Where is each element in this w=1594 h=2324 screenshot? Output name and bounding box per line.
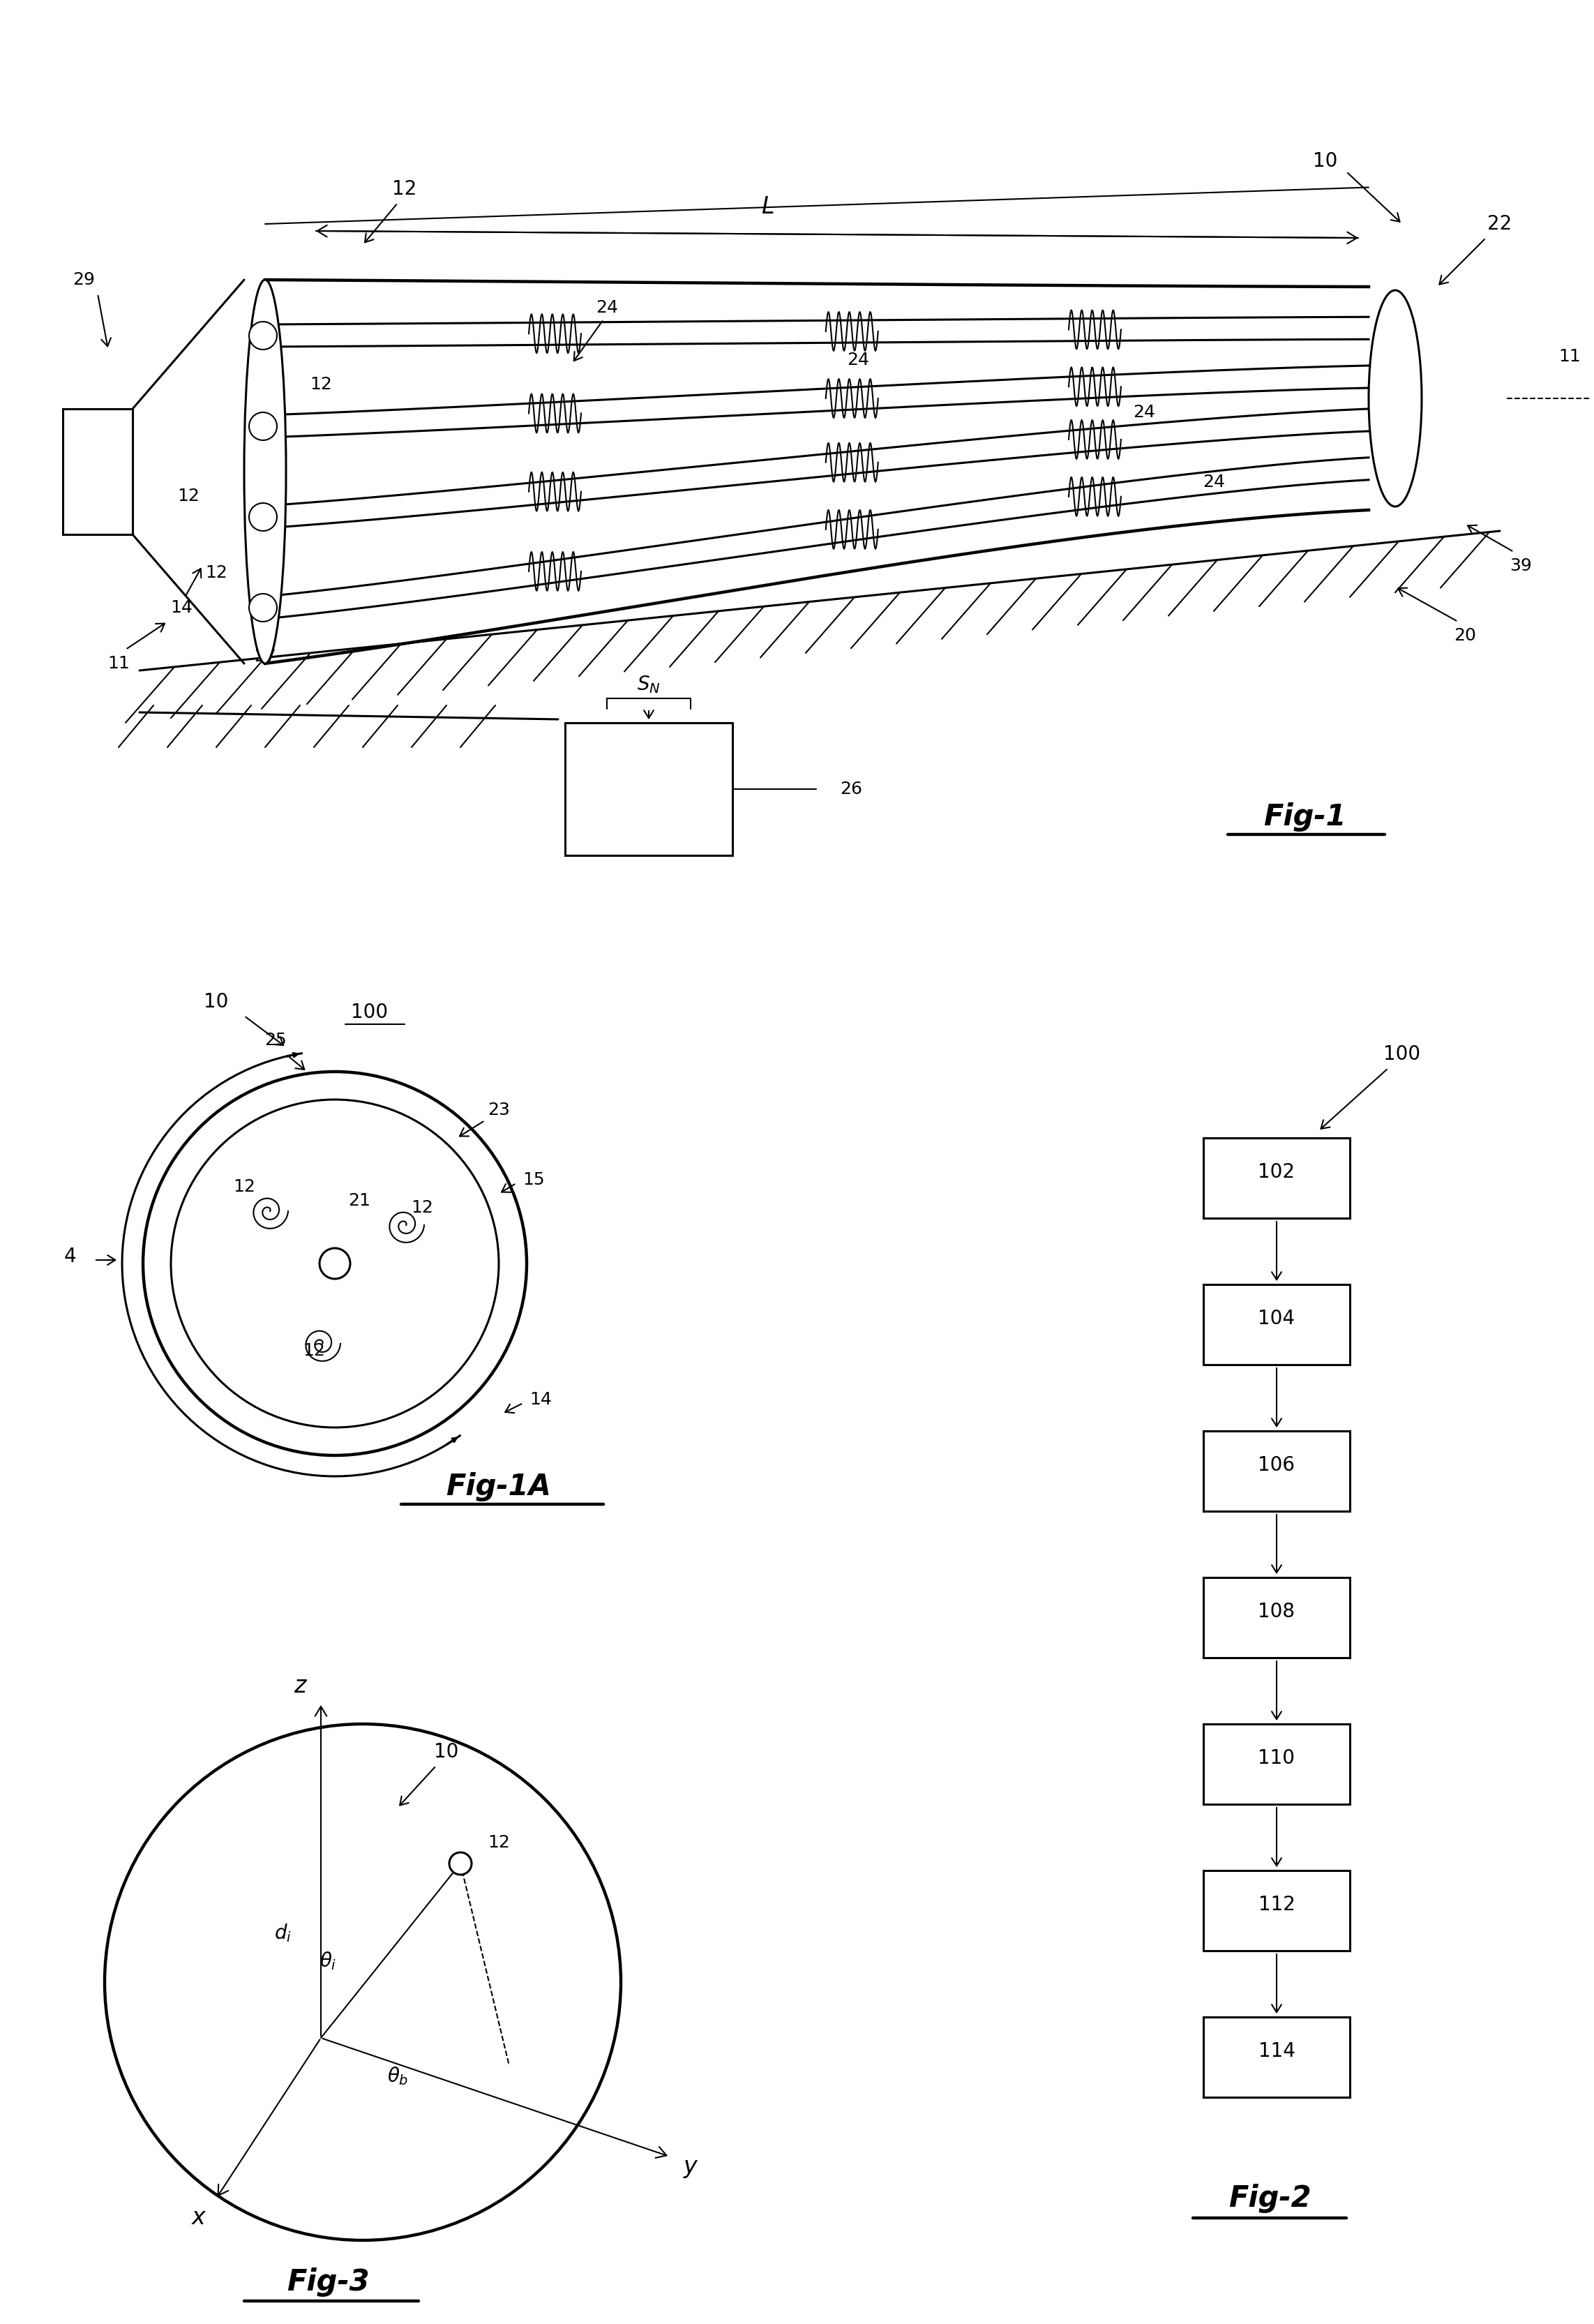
Text: 26: 26	[840, 781, 862, 797]
Bar	[1203, 1724, 1350, 1803]
Text: 10: 10	[1313, 151, 1337, 172]
Circle shape	[249, 593, 277, 621]
Text: 20: 20	[1454, 627, 1476, 644]
Text: $d_i$: $d_i$	[274, 1922, 292, 1945]
Text: 106: 106	[1258, 1455, 1294, 1476]
Text: 12: 12	[303, 1343, 325, 1360]
Text: L: L	[760, 195, 773, 218]
Text: 10: 10	[434, 1743, 459, 1762]
Text: 12: 12	[488, 1834, 510, 1850]
Text: 100: 100	[603, 734, 639, 753]
Text: 11: 11	[324, 1260, 346, 1276]
Text: 12: 12	[309, 376, 332, 393]
Text: 110: 110	[1258, 1748, 1294, 1769]
Text: C: C	[641, 811, 657, 830]
Text: 100: 100	[1384, 1043, 1420, 1064]
Text: y: y	[684, 2154, 698, 2178]
Text: 12: 12	[177, 488, 199, 504]
Circle shape	[249, 502, 277, 530]
Circle shape	[105, 1724, 620, 2240]
Text: 24: 24	[846, 351, 869, 370]
Text: Fig-2: Fig-2	[1229, 2185, 1310, 2212]
Text: 11: 11	[1559, 349, 1581, 365]
Text: 22: 22	[1487, 214, 1513, 235]
Text: 24: 24	[596, 300, 618, 316]
Text: 11: 11	[107, 655, 129, 672]
Text: 10: 10	[204, 992, 228, 1011]
Bar	[1203, 1871, 1350, 1950]
Bar	[1203, 1285, 1350, 1364]
Text: 108: 108	[1258, 1601, 1294, 1622]
Bar	[1203, 1578, 1350, 1657]
Ellipse shape	[1369, 290, 1422, 507]
Text: $\theta_b$: $\theta_b$	[387, 2066, 408, 2087]
Text: 24: 24	[1202, 474, 1224, 490]
Text: 112: 112	[1258, 1896, 1294, 1915]
Circle shape	[450, 1852, 472, 1875]
Text: 29: 29	[73, 272, 94, 288]
Circle shape	[143, 1071, 526, 1455]
Text: D: D	[89, 442, 105, 460]
Bar	[1203, 1432, 1350, 1511]
Circle shape	[249, 321, 277, 349]
Circle shape	[171, 1099, 499, 1427]
Text: 23: 23	[488, 1102, 510, 1118]
Text: Fig-1: Fig-1	[1262, 802, 1345, 832]
Text: 14: 14	[529, 1392, 552, 1408]
Bar	[1203, 2017, 1350, 2096]
Text: 12: 12	[392, 179, 418, 200]
Text: 12: 12	[206, 565, 228, 581]
Text: 102: 102	[1258, 1162, 1294, 1183]
Text: z: z	[293, 1673, 306, 1697]
Text: 104: 104	[1258, 1308, 1294, 1329]
Bar	[564, 723, 733, 855]
Text: 25: 25	[265, 1032, 287, 1048]
Text: 4: 4	[64, 1246, 77, 1267]
Text: 15: 15	[523, 1171, 545, 1188]
Circle shape	[319, 1248, 351, 1278]
Text: 27: 27	[253, 648, 276, 665]
Text: 100: 100	[351, 1002, 389, 1023]
Text: Fig-3: Fig-3	[287, 2268, 370, 2296]
Text: 114: 114	[1258, 2043, 1294, 2061]
Text: 12: 12	[411, 1199, 434, 1215]
Bar	[1203, 1139, 1350, 1218]
Text: 21: 21	[347, 1192, 370, 1208]
Bar	[62, 409, 132, 535]
Text: $\theta_i$: $\theta_i$	[319, 1950, 336, 1973]
Circle shape	[249, 411, 277, 439]
Text: 39: 39	[1510, 558, 1532, 574]
Ellipse shape	[244, 279, 285, 662]
Text: 24: 24	[1133, 404, 1156, 421]
Text: $S_N$: $S_N$	[638, 674, 660, 695]
Text: 14: 14	[171, 600, 193, 616]
Text: x: x	[191, 2205, 206, 2229]
Text: Fig-1A: Fig-1A	[446, 1471, 552, 1501]
Text: 12: 12	[233, 1178, 255, 1195]
